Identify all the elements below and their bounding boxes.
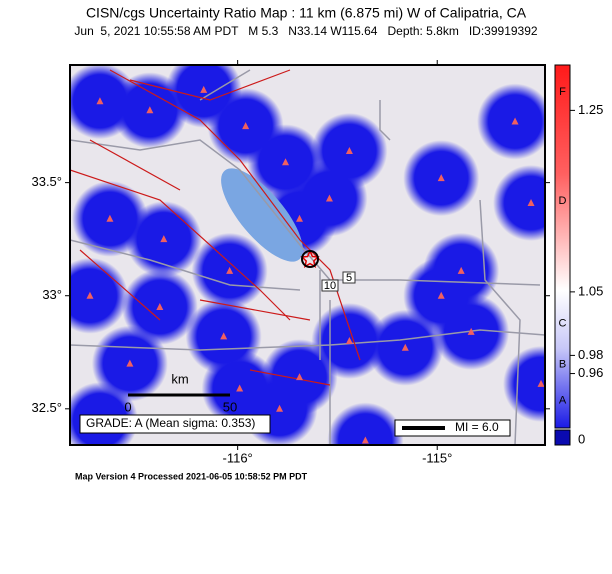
coverage-disc: [503, 345, 545, 422]
road-shield: [321, 279, 339, 292]
colorbar: [554, 64, 571, 429]
epicenter: [300, 249, 320, 269]
title: CISN/cgs Uncertainty Ratio Map : 11 km (…: [86, 5, 527, 21]
station: [126, 359, 134, 367]
station: [401, 343, 409, 351]
grade-letter: B: [559, 358, 566, 370]
lat-label: 33.5°: [31, 174, 62, 189]
grade: GRADE: A (Mean sigma: 0.353): [86, 416, 255, 430]
mi-box: [394, 419, 511, 437]
station: [236, 384, 244, 392]
grade-letter: D: [559, 195, 567, 207]
station: [156, 303, 164, 311]
road-label: 5: [346, 272, 352, 284]
frame: [69, 64, 546, 446]
colorbar-floor-label: 0: [578, 431, 585, 446]
lat-label: 33°: [42, 287, 62, 302]
coverage-disc: [477, 83, 545, 160]
colorbar-label: 1.25: [578, 102, 603, 117]
station: [160, 235, 168, 243]
station: [146, 106, 154, 114]
colorbar-floor: [554, 429, 571, 446]
colorbar-label: 1.05: [578, 283, 603, 298]
station: [106, 214, 114, 222]
station: [345, 336, 353, 344]
grade-box: [79, 414, 271, 434]
station: [226, 266, 234, 274]
subtitle: Jun 5, 2021 10:55:58 AM PDT M 5.3 N33.14…: [74, 24, 537, 38]
lon-label: -116°: [223, 450, 253, 465]
station: [511, 117, 519, 125]
contour: [301, 250, 319, 268]
colorbar-label: 0.96: [578, 365, 603, 380]
lon-label: -115°: [422, 450, 452, 465]
station: [282, 158, 290, 166]
station: [220, 332, 228, 340]
salton-sea: [221, 168, 303, 262]
lat-label: 32.5°: [31, 400, 62, 415]
station: [96, 97, 104, 105]
station: [296, 214, 304, 222]
grade-letter: A: [559, 395, 567, 407]
grade-letter: F: [559, 86, 566, 98]
station: [527, 198, 535, 206]
roads: [70, 69, 545, 445]
station: [345, 146, 353, 154]
scale-start: 0: [124, 399, 131, 414]
station: [200, 85, 208, 93]
station: [276, 404, 284, 412]
coverage-disc: [493, 164, 545, 241]
station: [437, 291, 445, 299]
intensity: MI = 6.0: [455, 420, 499, 434]
map-area: 10 5 km 0 50 GRADE: A (Mean sigma: 0.353…: [70, 65, 545, 445]
station: [325, 194, 333, 202]
stations: [86, 85, 545, 444]
scale-unit: km: [171, 371, 188, 386]
station: [457, 266, 465, 274]
footer: Map Version 4 Processed 2021-06-05 10:58…: [75, 471, 308, 481]
road-shield: [342, 271, 356, 284]
scale-end: 50: [223, 399, 237, 414]
coverage-disc: [327, 402, 404, 445]
station: [296, 373, 304, 381]
station: [242, 122, 250, 130]
grade-letter: C: [559, 318, 567, 330]
colorbar-label: 0.98: [578, 347, 603, 362]
coverage-disc: [70, 257, 128, 334]
station: [467, 327, 475, 335]
station: [537, 379, 545, 387]
station: [361, 436, 369, 444]
station: [86, 291, 94, 299]
road-label: 10: [324, 280, 336, 292]
station: [437, 174, 445, 182]
